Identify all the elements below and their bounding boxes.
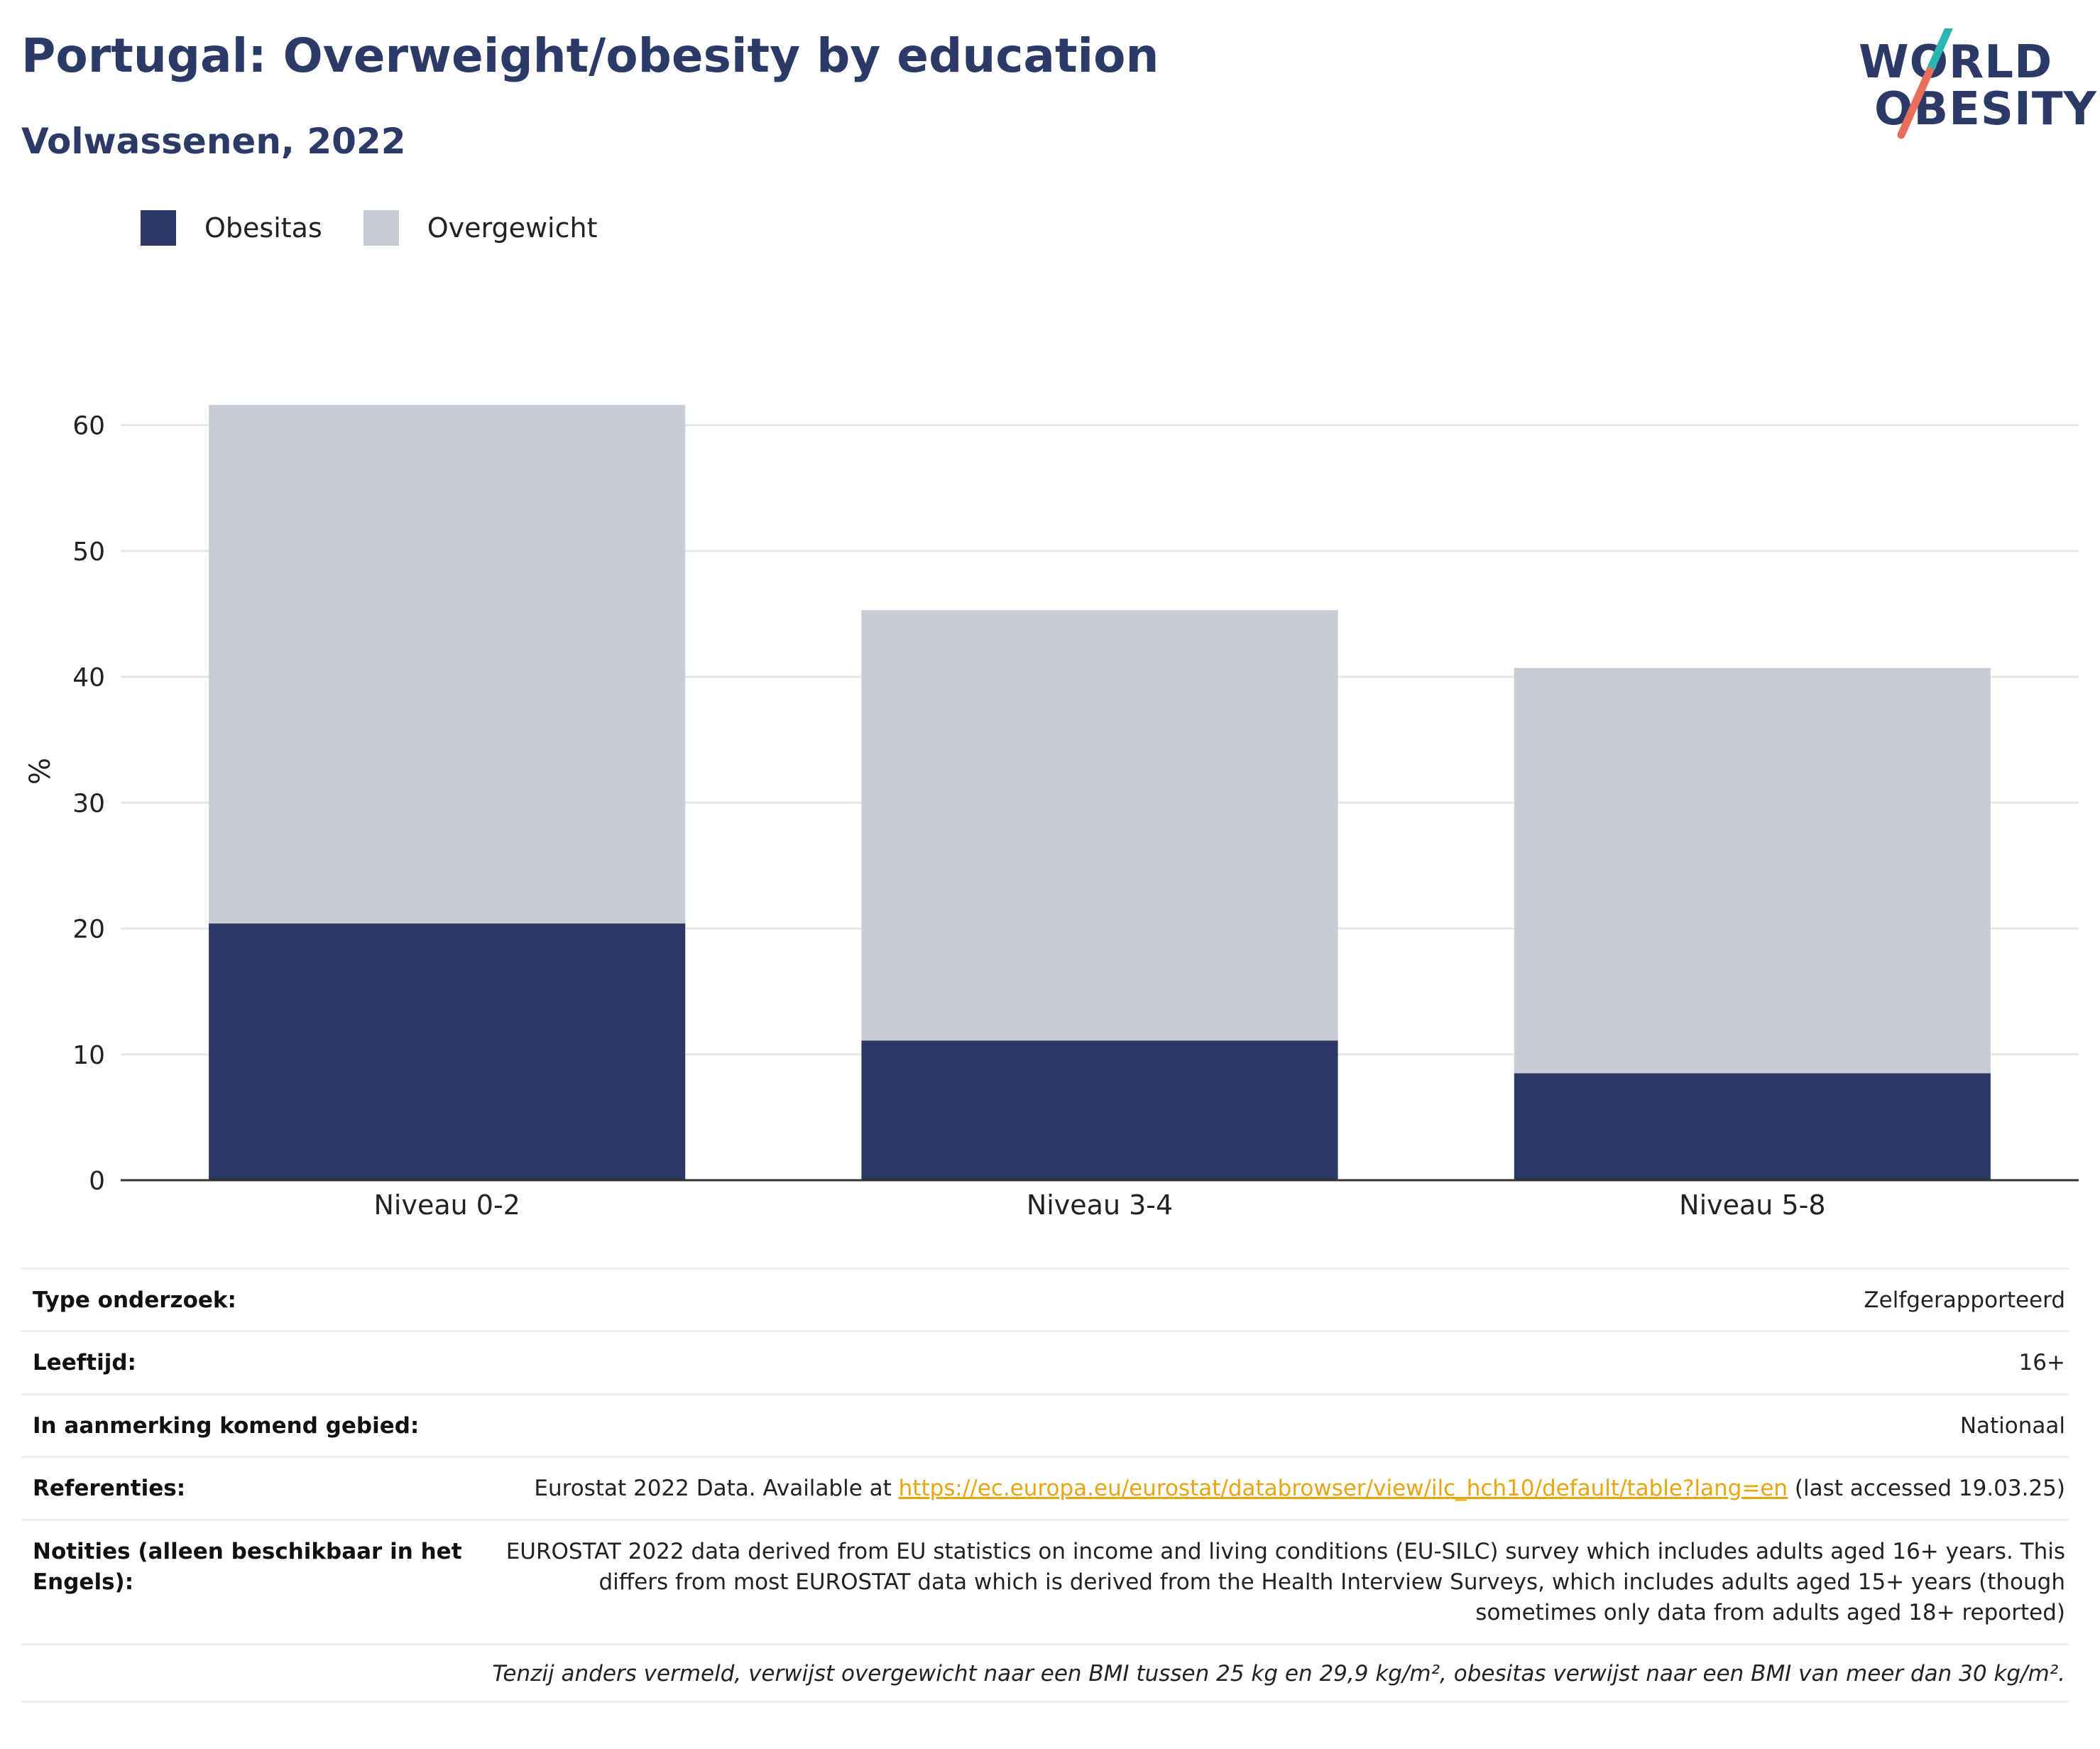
reference-suffix: (last accessed 19.03.25): [1788, 1476, 2065, 1502]
reference-prefix: Eurostat 2022 Data. Available at: [534, 1476, 899, 1502]
info-row-references: Referenties: Eurostat 2022 Data. Availab…: [21, 1456, 2069, 1518]
info-row-notes: Notities (alleen beschikbaar in het Enge…: [21, 1518, 2069, 1643]
info-key: In aanmerking komend gebied:: [33, 1412, 420, 1439]
info-key: Leeftijd:: [33, 1350, 136, 1376]
logo-slash-icon: [1897, 28, 1953, 139]
y-tick-label: 50: [72, 538, 105, 567]
y-tick-label: 60: [72, 412, 105, 441]
info-table: Type onderzoek: Zelfgerapporteerd Leefti…: [21, 1268, 2069, 1703]
info-value: Eurostat 2022 Data. Available at https:/…: [487, 1473, 2065, 1504]
bar-overgewicht-3: [1514, 668, 1991, 1074]
bar-overgewicht-2: [861, 610, 1338, 1041]
legend-label-overgewicht: Overgewicht: [427, 212, 598, 244]
info-value: Zelfgerapporteerd: [1864, 1287, 2065, 1313]
info-row-type: Type onderzoek: Zelfgerapporteerd: [21, 1268, 2069, 1330]
y-tick-label: 30: [72, 789, 105, 818]
bar-overgewicht-1: [209, 405, 686, 924]
y-tick-label: 0: [89, 1167, 105, 1196]
world-obesity-logo: WORLD OBESITY: [1846, 28, 2096, 156]
reference-link[interactable]: https://ec.europa.eu/eurostat/databrowse…: [898, 1476, 1788, 1502]
legend-swatch-overgewicht: [363, 210, 399, 246]
bar-obesitas-3: [1514, 1073, 1991, 1180]
info-row-area: In aanmerking komend gebied: Nationaal: [21, 1393, 2069, 1456]
bar-obesitas-1: [209, 923, 686, 1180]
info-key: Referenties:: [33, 1476, 186, 1502]
info-value: Nationaal: [1959, 1412, 2065, 1439]
chart-subtitle: Volwassenen, 2022: [21, 121, 406, 162]
bar-obesitas-2: [861, 1040, 1338, 1180]
legend-swatch-obesitas: [141, 210, 176, 246]
logo-line-1: WORLD: [1859, 36, 2053, 89]
legend-label-obesitas: Obesitas: [204, 212, 322, 244]
info-value: EUROSTAT 2022 data derived from EU stati…: [505, 1538, 2065, 1626]
info-row-age: Leeftijd: 16+: [21, 1330, 2069, 1393]
info-value: 16+: [2018, 1350, 2065, 1376]
y-tick-label: 40: [72, 663, 105, 692]
legend-item-overgewicht[interactable]: Overgewicht: [363, 210, 598, 246]
x-tick-label: Niveau 0-2: [373, 1189, 520, 1221]
y-tick-label: 20: [72, 915, 105, 944]
x-tick-label: Niveau 3-4: [1027, 1189, 1173, 1221]
chart-title: Portugal: Overweight/obesity by educatio…: [21, 28, 1159, 83]
y-axis: 0 10 20 30 40 50 60%: [24, 412, 105, 1196]
legend-item-obesitas[interactable]: Obesitas: [141, 210, 322, 246]
x-axis: Niveau 0-2 Niveau 3-4 Niveau 5-8: [121, 1179, 2079, 1221]
chart-bars: [209, 405, 1991, 1180]
bmi-footnote: Tenzij anders vermeld, verwijst overgewi…: [21, 1642, 2069, 1703]
y-tick-label: 10: [72, 1041, 105, 1070]
y-axis-label: %: [24, 758, 57, 785]
info-key: Notities (alleen beschikbaar in het Enge…: [33, 1538, 462, 1595]
chart-legend: Obesitas Overgewicht: [141, 210, 639, 246]
x-tick-label: Niveau 5-8: [1679, 1189, 1825, 1221]
info-key: Type onderzoek:: [33, 1287, 236, 1313]
